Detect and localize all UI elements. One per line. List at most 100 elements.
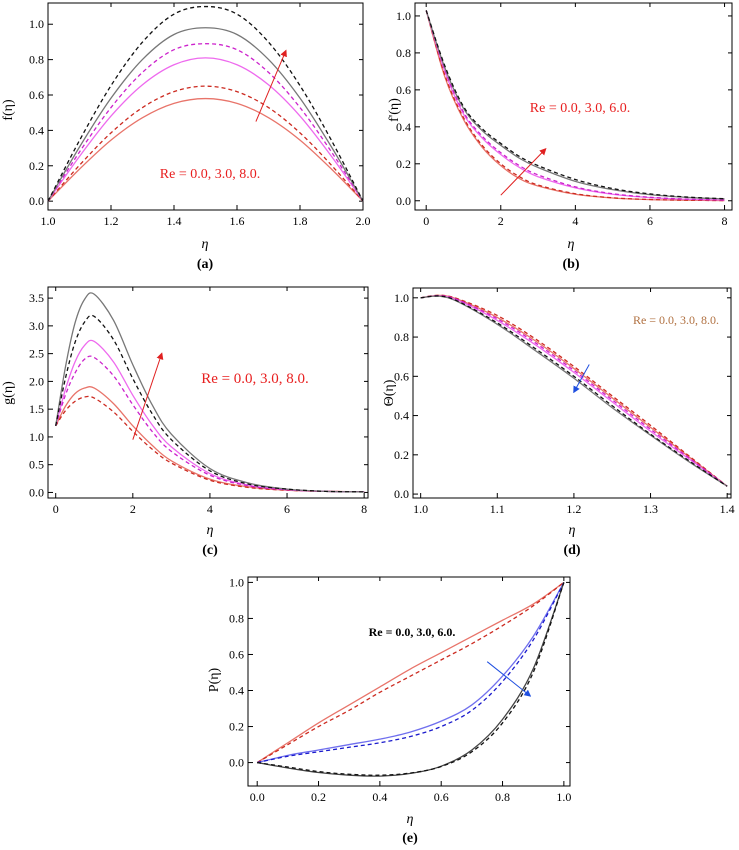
series-line-6 <box>420 295 728 487</box>
x-tick-label: 2 <box>498 214 504 228</box>
y-tick-label: 0.4 <box>29 123 44 137</box>
y-tick-label: 0.2 <box>396 157 411 171</box>
y-tick-label: 0.6 <box>396 83 411 97</box>
y-tick-label: 0.4 <box>229 684 244 698</box>
series-group <box>420 294 728 487</box>
x-axis-label: η <box>207 523 214 538</box>
axis-ticks: 0.0 0.2 0.4 0.6 0.8 1.0 0.0 0.2 0.4 0.6 0.8 1.0 <box>229 575 571 804</box>
series-line-1 <box>47 97 364 202</box>
y-tick-label: 0.5 <box>29 458 44 472</box>
y-axis-label: P(η) <box>207 667 222 692</box>
plot-frame <box>247 576 571 787</box>
y-tick-label: 0.2 <box>229 720 244 734</box>
plot-frame <box>47 2 364 211</box>
x-tick-label: 0.0 <box>250 790 265 804</box>
annotation-text: Re = 0.0, 3.0, 8.0. <box>633 313 719 327</box>
series-line-2 <box>420 294 728 487</box>
plot-frame <box>47 286 369 499</box>
x-axis-label: η <box>568 237 575 252</box>
x-tick-label: 1.2 <box>566 502 581 516</box>
x-tick-label: 1.0 <box>41 214 56 228</box>
axis-ticks: 0 2 4 6 8 0.0 0.5 1.0 1.5 2.0 2.5 3.0 3.5 <box>29 287 368 516</box>
panel-label: (b) <box>562 257 579 272</box>
series-line-6 <box>425 10 725 200</box>
y-tick-label: 2.5 <box>29 347 44 361</box>
series-line-3 <box>420 295 728 487</box>
y-tick-label: 0.0 <box>394 487 409 501</box>
y-tick-label: 1.5 <box>29 402 44 416</box>
series-line-1 <box>55 386 365 493</box>
panel-label: (c) <box>202 543 218 558</box>
series-line-2 <box>425 10 725 202</box>
annotation-text: Re = 0.0, 3.0, 8.0. <box>201 371 309 387</box>
panel-d: 1.0 1.1 1.2 1.3 1.4 0.0 0.2 0.4 0.6 0.8 1.0 Re = 0… <box>382 287 735 558</box>
x-tick-label: 4 <box>207 502 213 516</box>
axis-ticks: 0 2 4 6 8 0.0 0.2 0.4 0.6 0.8 1.0 <box>396 3 732 228</box>
y-tick-label: 1.0 <box>29 430 44 444</box>
y-tick-label: 0.8 <box>396 46 411 60</box>
series-line-4 <box>257 582 565 764</box>
y-tick-label: 0.6 <box>29 88 44 102</box>
panel-c: 0 2 4 6 8 0.0 0.5 1.0 1.5 2.0 2.5 3.0 3.5 Re = 0.0, … <box>1 286 369 558</box>
x-tick-label: 1.6 <box>230 214 245 228</box>
trend-arrow <box>486 661 532 697</box>
series-line-5 <box>420 295 728 487</box>
series-line-6 <box>47 5 364 202</box>
y-axis-label: f'(η) <box>387 98 402 122</box>
x-tick-label: 1.3 <box>643 502 658 516</box>
x-axis-label: η <box>569 523 576 538</box>
y-tick-label: 0.6 <box>229 647 244 661</box>
x-tick-label: 0.8 <box>495 790 510 804</box>
x-tick-label: 1.8 <box>293 214 308 228</box>
y-tick-label: 0.0 <box>29 485 44 499</box>
series-line-2 <box>55 395 365 493</box>
series-line-4 <box>47 43 364 202</box>
x-tick-label: 0 <box>423 214 429 228</box>
x-tick-label: 6 <box>647 214 653 228</box>
x-tick-label: 0.2 <box>311 790 326 804</box>
series-line-2 <box>256 581 565 764</box>
panel-a: 1.0 1.2 1.4 1.6 1.8 2.0 0.0 0.2 0.4 0.6 0.8 1.0 Re … <box>1 2 371 272</box>
annotation-text: Re = 0.0, 3.0, 6.0. <box>530 101 630 116</box>
series-group <box>55 292 365 493</box>
series-line-5 <box>55 292 365 493</box>
x-tick-label: 1.0 <box>413 502 428 516</box>
y-tick-label: 0.2 <box>394 448 409 462</box>
y-tick-label: 0.8 <box>229 611 244 625</box>
x-tick-label: 2 <box>130 502 136 516</box>
x-tick-label: 1.2 <box>104 214 119 228</box>
x-tick-label: 8 <box>361 502 367 516</box>
panel-e: 0.0 0.2 0.4 0.6 0.8 1.0 0.0 0.2 0.4 0.6 0.8 1.0 Re … <box>207 575 571 846</box>
annotation-text: Re = 0.0, 3.0, 8.0. <box>160 167 260 182</box>
y-tick-label: 0.8 <box>394 330 409 344</box>
x-tick-label: 1.0 <box>556 790 571 804</box>
plot-frame <box>412 287 732 499</box>
y-tick-label: 0.4 <box>396 120 411 134</box>
y-tick-label: 3.5 <box>29 291 44 305</box>
plot-frame <box>414 2 733 211</box>
y-tick-label: 1.0 <box>396 9 411 23</box>
y-tick-label: 0.0 <box>29 194 44 208</box>
y-tick-label: 1.0 <box>229 575 244 589</box>
y-tick-label: 3.0 <box>29 319 44 333</box>
series-line-3 <box>47 57 364 202</box>
y-axis-label: g(η) <box>1 381 16 405</box>
y-tick-label: 0.0 <box>396 194 411 208</box>
x-tick-label: 8 <box>722 214 728 228</box>
trend-arrow <box>255 49 287 122</box>
series-line-4 <box>420 294 728 487</box>
x-tick-label: 2.0 <box>356 214 371 228</box>
x-tick-label: 4 <box>572 214 578 228</box>
y-tick-label: 1.0 <box>394 291 409 305</box>
y-axis-label: Θ(η) <box>382 379 397 406</box>
annotation-text: Re = 0.0, 3.0, 6.0. <box>369 625 456 639</box>
panel-label: (a) <box>197 257 214 272</box>
series-line-1 <box>420 294 728 487</box>
x-axis-label: η <box>407 812 414 827</box>
y-tick-label: 0.2 <box>29 159 44 173</box>
series-line-6 <box>257 582 565 776</box>
series-line-6 <box>55 314 365 493</box>
trend-arrow <box>573 364 590 394</box>
x-axis-label: η <box>202 237 209 252</box>
series-group <box>425 10 725 202</box>
